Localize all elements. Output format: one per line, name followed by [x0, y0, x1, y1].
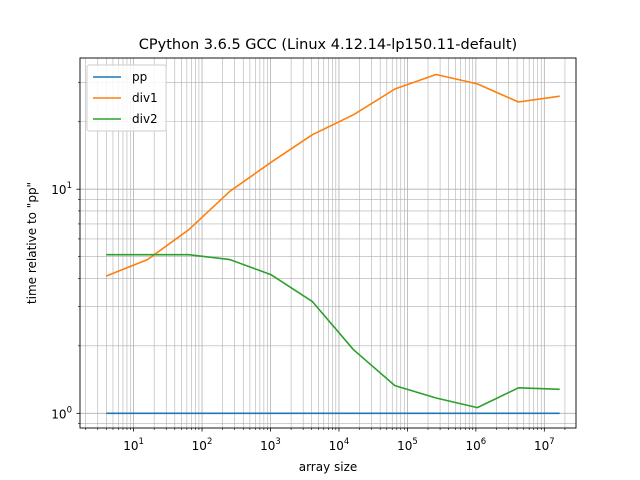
y-tick-label: 101 [51, 181, 72, 197]
axis-ticks [76, 81, 566, 432]
y-tick-label: 100 [51, 405, 72, 421]
y-axis-label: time relative to "pp" [25, 182, 39, 304]
legend: pp div1 div2 [86, 64, 167, 132]
x-tick-label: 104 [329, 437, 350, 453]
legend-label-pp: pp [132, 70, 147, 84]
chart-title: CPython 3.6.5 GCC (Linux 4.12.14-lp150.1… [139, 37, 517, 53]
plot-frame [79, 57, 577, 429]
x-tick-label: 105 [397, 437, 418, 453]
x-tick-label: 101 [123, 437, 144, 453]
x-tick-label: 102 [192, 437, 213, 453]
x-tick-label: 103 [260, 437, 281, 453]
series-line-div2 [106, 253, 560, 409]
legend-label-div2: div2 [132, 112, 158, 126]
x-tick-labels: 101 102 103 104 105 106 107 [123, 437, 554, 453]
x-tick-label: 106 [466, 437, 487, 453]
x-axis-label: array size [299, 460, 358, 474]
x-tick-label: 107 [534, 437, 555, 453]
y-tick-labels: 100 101 [51, 181, 72, 421]
legend-label-div1: div1 [132, 91, 158, 105]
legend-box [86, 64, 167, 132]
series-line-div1 [106, 73, 560, 277]
plot-series [106, 73, 560, 415]
